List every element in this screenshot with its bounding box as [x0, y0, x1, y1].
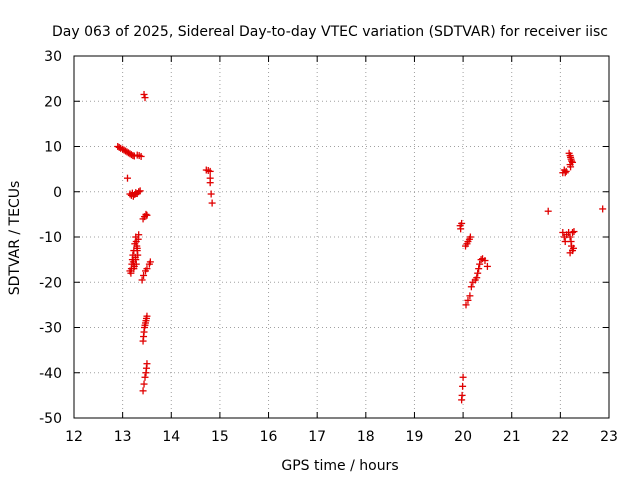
y-tick-label: -40 [39, 366, 62, 382]
y-tick-label: -10 [39, 230, 62, 246]
data-point [133, 244, 141, 252]
data-point [143, 360, 151, 368]
data-point [140, 380, 148, 388]
data-point [570, 228, 578, 236]
y-tick-label: 30 [44, 49, 62, 65]
data-point [130, 265, 138, 273]
chart-title: Day 063 of 2025, Sidereal Day-to-day VTE… [52, 24, 608, 40]
data-point [562, 167, 570, 175]
data-point [559, 228, 567, 236]
grid [74, 56, 609, 418]
data-point [466, 233, 474, 241]
data-point [142, 210, 150, 218]
data-point [467, 283, 475, 291]
data-point [566, 249, 574, 257]
data-point [143, 265, 151, 273]
x-tick-label: 13 [114, 429, 132, 445]
data-point [561, 238, 569, 246]
x-tick-label: 15 [211, 429, 229, 445]
data-point [459, 382, 467, 390]
data-point [206, 179, 214, 187]
axis-ticks: 12 13 14 15 16 17 18 19 20 21 22 23 30 20 10 0 -10 -20 -30… [39, 49, 618, 445]
data-point [466, 292, 474, 300]
data-point [140, 90, 148, 98]
x-tick-label: 21 [503, 429, 521, 445]
data-point [141, 94, 149, 102]
data-point [208, 199, 216, 207]
data-point [458, 219, 466, 227]
data-points [114, 90, 607, 404]
x-tick-label: 18 [357, 429, 375, 445]
x-tick-label: 22 [551, 429, 569, 445]
data-point [473, 274, 481, 282]
data-point [475, 265, 483, 273]
data-point [146, 258, 154, 266]
data-point [569, 244, 577, 252]
data-point [135, 188, 143, 196]
data-point [481, 257, 489, 265]
data-point [135, 231, 143, 239]
data-point [476, 260, 484, 268]
data-point [457, 225, 465, 233]
data-point [132, 256, 140, 264]
data-point [569, 228, 577, 236]
data-point [568, 157, 576, 165]
data-point [458, 396, 466, 404]
y-tick-label: 10 [44, 140, 62, 156]
x-axis-label: GPS time / hours [281, 458, 398, 474]
x-tick-label: 19 [406, 429, 424, 445]
data-point [141, 373, 149, 381]
data-point [140, 271, 148, 279]
data-point [143, 211, 151, 219]
data-point [566, 233, 574, 241]
x-tick-label: 20 [454, 429, 472, 445]
data-point [207, 190, 215, 198]
data-point [599, 205, 607, 213]
y-tick-label: 20 [44, 94, 62, 110]
x-tick-label: 23 [600, 429, 618, 445]
data-point [143, 312, 151, 320]
data-point [483, 262, 491, 270]
data-point [126, 267, 134, 275]
x-tick-label: 12 [65, 429, 83, 445]
data-point [459, 373, 467, 381]
data-point [137, 152, 145, 160]
x-tick-label: 14 [162, 429, 180, 445]
data-point [124, 174, 131, 182]
data-point [131, 240, 139, 248]
x-tick-label: 16 [260, 429, 278, 445]
data-point [561, 169, 569, 177]
y-tick-label: 0 [53, 185, 62, 201]
data-point [139, 387, 147, 395]
y-tick-label: -30 [39, 321, 62, 337]
y-tick-label: -50 [39, 411, 62, 427]
y-tick-label: -20 [39, 275, 62, 291]
data-point [464, 296, 472, 304]
data-point [136, 187, 144, 195]
data-point [567, 163, 575, 171]
y-axis-label: SDTVAR / TECUs [7, 181, 23, 296]
data-point [477, 256, 485, 264]
data-point [474, 269, 482, 277]
x-tick-label: 17 [308, 429, 326, 445]
data-point [544, 207, 552, 215]
data-point [138, 276, 146, 284]
data-point [462, 301, 470, 309]
data-point [206, 167, 214, 175]
